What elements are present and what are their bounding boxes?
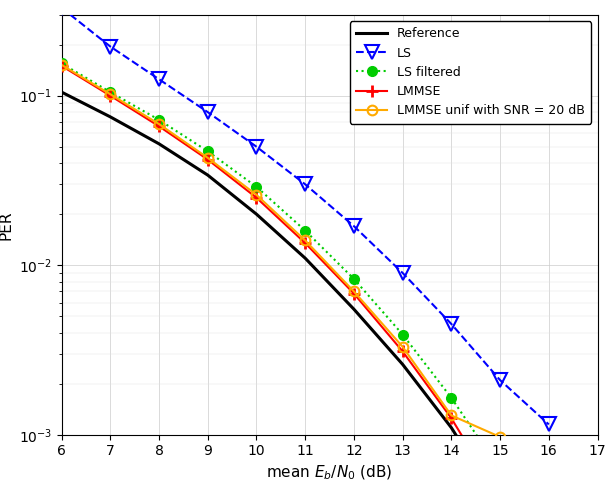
- LS filtered: [351, 276, 358, 282]
- LMMSE unif with SNR = 20 dB: [253, 192, 260, 198]
- LS: [399, 270, 407, 276]
- Reference: [301, 255, 309, 261]
- Reference: [204, 172, 211, 178]
- LMMSE unif with SNR = 20 dB: [448, 412, 455, 418]
- LS: [448, 321, 455, 327]
- LS: [253, 144, 260, 150]
- LS: [351, 223, 358, 229]
- LMMSE unif with SNR = 20 dB: [496, 434, 504, 440]
- LS: [545, 421, 553, 427]
- Reference: [448, 425, 455, 431]
- LMMSE: [253, 195, 260, 201]
- LMMSE: [58, 63, 65, 69]
- Line: Reference: Reference: [62, 92, 524, 494]
- Reference: [399, 362, 407, 368]
- Legend: Reference, LS, LS filtered, LMMSE, LMMSE unif with SNR = 20 dB: Reference, LS, LS filtered, LMMSE, LMMSE…: [350, 21, 591, 124]
- LMMSE unif with SNR = 20 dB: [399, 344, 407, 350]
- LS: [107, 43, 114, 49]
- LS filtered: [399, 331, 407, 337]
- X-axis label: mean $E_b/N_0$ (dB): mean $E_b/N_0$ (dB): [267, 464, 392, 483]
- LMMSE unif with SNR = 20 dB: [301, 238, 309, 244]
- LS: [496, 377, 504, 383]
- LMMSE unif with SNR = 20 dB: [58, 62, 65, 68]
- LMMSE: [448, 415, 455, 421]
- Line: LS filtered: LS filtered: [57, 59, 505, 475]
- LMMSE unif with SNR = 20 dB: [351, 288, 358, 294]
- LMMSE: [351, 290, 358, 296]
- Reference: [351, 306, 358, 312]
- LMMSE: [155, 124, 163, 129]
- LMMSE: [399, 348, 407, 354]
- LS filtered: [496, 467, 504, 473]
- Y-axis label: PER: PER: [0, 210, 13, 240]
- LS filtered: [448, 395, 455, 401]
- Reference: [253, 211, 260, 217]
- LMMSE: [204, 157, 211, 163]
- LS filtered: [253, 184, 260, 190]
- LS filtered: [58, 60, 65, 66]
- Line: LS: LS: [55, 1, 556, 431]
- Reference: [107, 114, 114, 120]
- LMMSE: [107, 93, 114, 99]
- LS filtered: [301, 228, 309, 234]
- LS: [155, 76, 163, 82]
- Line: LMMSE unif with SNR = 20 dB: LMMSE unif with SNR = 20 dB: [57, 60, 505, 442]
- LS filtered: [107, 89, 114, 95]
- LMMSE unif with SNR = 20 dB: [107, 91, 114, 97]
- LMMSE unif with SNR = 20 dB: [155, 121, 163, 127]
- LS: [301, 181, 309, 187]
- Reference: [155, 141, 163, 147]
- LS filtered: [155, 117, 163, 123]
- Reference: [58, 89, 65, 95]
- Line: LMMSE: LMMSE: [55, 60, 506, 494]
- LS: [58, 5, 65, 11]
- LMMSE: [301, 240, 309, 246]
- LS filtered: [204, 148, 211, 154]
- LMMSE unif with SNR = 20 dB: [204, 155, 211, 161]
- LS: [204, 109, 211, 115]
